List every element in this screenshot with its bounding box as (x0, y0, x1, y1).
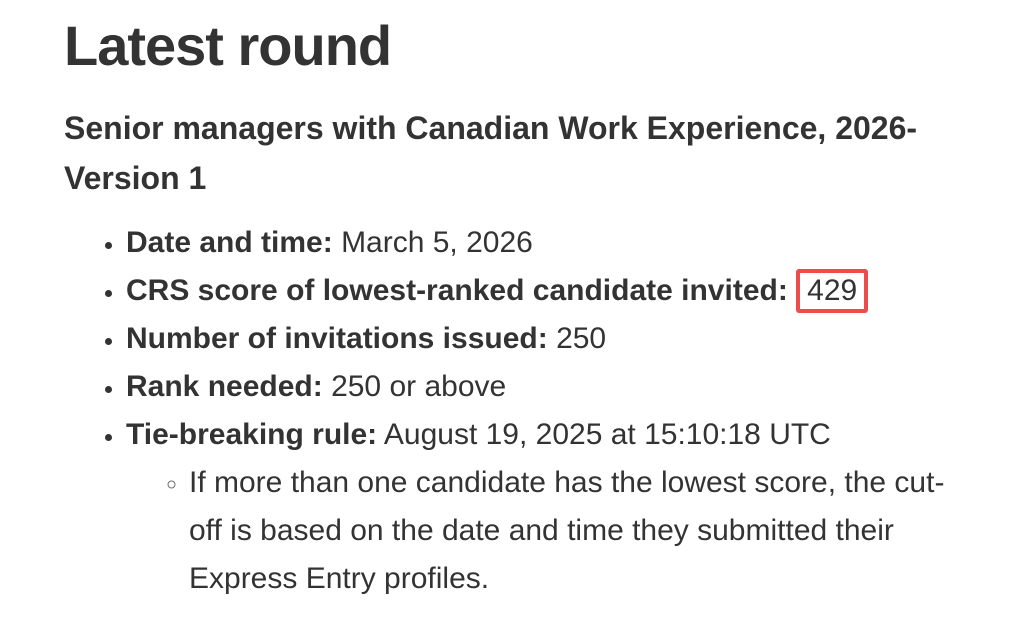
detail-item-crs-score: CRS score of lowest-ranked candidate inv… (126, 267, 950, 315)
detail-label: CRS score of lowest-ranked candidate inv… (126, 274, 788, 308)
detail-value: August 19, 2025 at 15:10:18 UTC (383, 418, 831, 452)
crs-score-highlight-box: 429 (796, 269, 869, 314)
detail-label: Date and time: (126, 226, 333, 260)
detail-label: Number of invitations issued: (126, 322, 548, 356)
detail-label: Tie-breaking rule: (126, 418, 378, 452)
detail-value: 250 or above (331, 370, 507, 404)
page-title: Latest round (64, 14, 392, 77)
detail-item-tie-breaking-rule: Tie-breaking rule: August 19, 2025 at 15… (126, 411, 950, 603)
tie-breaking-explanation: If more than one candidate has the lowes… (189, 459, 950, 603)
detail-item-date-and-time: Date and time: March 5, 2026 (126, 219, 950, 267)
tie-breaking-sub-list: If more than one candidate has the lowes… (126, 459, 950, 603)
detail-label: Rank needed: (126, 370, 323, 404)
detail-item-invitations-issued: Number of invitations issued: 250 (126, 315, 950, 363)
round-details-list: Date and time: March 5, 2026 CRS score o… (64, 219, 950, 603)
detail-item-rank-needed: Rank needed: 250 or above (126, 363, 950, 411)
detail-value: 250 (556, 322, 607, 356)
round-subtitle: Senior managers with Canadian Work Exper… (64, 110, 918, 197)
detail-value: March 5, 2026 (341, 226, 533, 260)
